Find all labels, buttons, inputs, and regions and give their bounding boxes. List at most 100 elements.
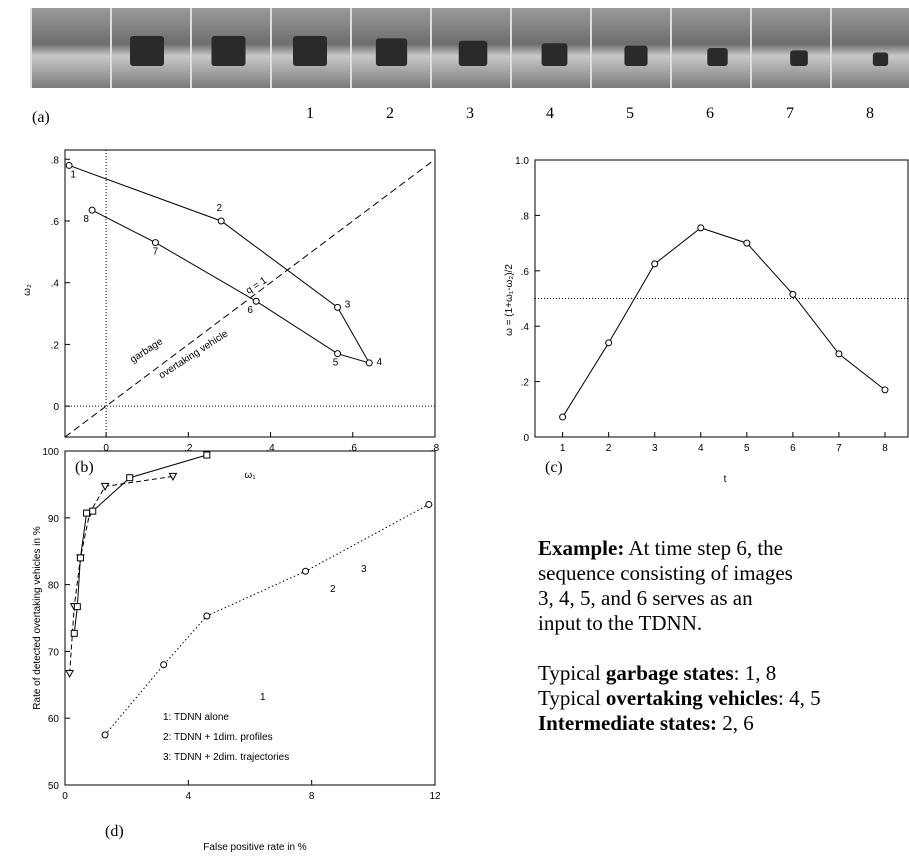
y-axis-title: ω₂ <box>22 284 33 296</box>
marker <box>835 350 843 358</box>
text-run: : 4, 5 <box>777 686 821 710</box>
frame-edge <box>190 8 192 88</box>
text-run: 3, 4, 5, and 6 serves as an <box>538 586 753 610</box>
bold-run: garbage states <box>605 661 734 685</box>
frame-edge <box>830 8 832 88</box>
marker <box>89 507 97 515</box>
marker <box>65 161 73 169</box>
point-label: 2 <box>216 203 222 214</box>
text-line: Example: At time step 6, the <box>538 536 821 561</box>
x-tick-label: 6 <box>790 443 796 454</box>
point-label: 1 <box>70 169 76 180</box>
y-tick-label: 70 <box>48 647 60 658</box>
marker <box>425 500 433 508</box>
series-label: 3 <box>361 564 367 575</box>
series-line <box>104 504 430 736</box>
legend-entry: 3: TDNN + 2dim. trajectories <box>163 752 289 763</box>
marker <box>65 669 74 678</box>
spacer <box>538 636 821 661</box>
marker <box>73 603 81 611</box>
vehicle <box>707 48 728 66</box>
marker <box>76 554 84 562</box>
panel-label: (b) <box>75 459 94 476</box>
series-line <box>562 227 886 418</box>
video-frame <box>670 8 750 88</box>
marker <box>697 224 705 232</box>
frame-edge <box>30 8 32 88</box>
frame-number: 1 <box>306 105 314 122</box>
text-line: Intermediate states: 2, 6 <box>538 711 821 736</box>
series-line <box>69 475 173 674</box>
marker <box>365 359 373 367</box>
annotation: q = 1 <box>244 275 269 297</box>
marker <box>559 413 567 421</box>
annotation: overtaking vehicle <box>157 328 230 381</box>
plot-frame <box>64 450 436 786</box>
x-tick-label: 8 <box>882 443 888 454</box>
vehicle <box>872 52 889 66</box>
video-frame <box>830 8 909 88</box>
marker <box>334 303 342 311</box>
frame-edge <box>670 8 672 88</box>
marker <box>789 290 797 298</box>
frame-number: 2 <box>386 105 394 122</box>
y-tick-label: 1.0 <box>515 156 529 167</box>
x-tick-label: 0 <box>103 443 109 454</box>
x-tick-label: 4 <box>698 443 704 454</box>
marker <box>217 217 225 225</box>
x-tick-label: 12 <box>429 791 441 802</box>
panel-label: (c) <box>545 459 563 476</box>
frame-edge <box>510 8 512 88</box>
marker <box>651 260 659 268</box>
text-run: Typical <box>538 686 606 710</box>
text-run: sequence consisting of images <box>538 561 793 585</box>
x-tick-label: 5 <box>744 443 750 454</box>
frame-number: 6 <box>706 105 714 122</box>
point-label: 4 <box>376 357 382 368</box>
bold-run: overtaking vehicles <box>605 686 778 710</box>
point-label: 5 <box>333 358 339 369</box>
x-tick-label: 4 <box>186 791 192 802</box>
annotation: garbage <box>128 336 165 365</box>
point-label: 7 <box>153 247 159 258</box>
legend-entry: 1: TDNN alone <box>163 712 229 723</box>
marker <box>743 239 751 247</box>
marker <box>881 386 889 394</box>
text-line: input to the TDNN. <box>538 611 821 636</box>
video-frame <box>750 8 830 88</box>
x-tick-label: .2 <box>184 443 193 454</box>
frame-number: 7 <box>786 105 794 122</box>
y-tick-label: 0 <box>523 433 529 444</box>
frame-number: 4 <box>546 105 554 122</box>
text-block: Example: At time step 6, the sequence con… <box>538 536 821 736</box>
text-line: Typical garbage states: 1, 8 <box>538 661 821 686</box>
y-tick-label: .4 <box>51 279 60 290</box>
point-label: 6 <box>247 305 253 316</box>
marker <box>203 451 211 459</box>
x-tick-label: 8 <box>309 791 315 802</box>
vehicle <box>458 40 488 66</box>
y-tick-label: .4 <box>521 322 530 333</box>
point-label: 3 <box>345 299 351 310</box>
y-axis-title: ω = (1+ω₁-ω₂)/2 <box>504 264 515 336</box>
text-run: Typical <box>538 661 606 685</box>
vehicle <box>790 50 808 66</box>
marker <box>70 629 78 637</box>
text-run: 2, 6 <box>717 711 754 735</box>
panel-label: (d) <box>105 823 124 840</box>
y-tick-label: 60 <box>48 714 60 725</box>
x-tick-label: 7 <box>836 443 842 454</box>
marker <box>203 612 211 620</box>
marker <box>160 661 168 669</box>
y-tick-label: 50 <box>48 781 60 792</box>
x-axis-title: False positive rate in % <box>203 842 306 853</box>
marker <box>302 567 309 575</box>
legend-entry: 2: TDNN + 1dim. profiles <box>163 732 273 743</box>
frame-edge <box>110 8 112 88</box>
image-strip <box>30 8 909 88</box>
x-axis-title: ω₁ <box>244 470 256 481</box>
text-line: Typical overtaking vehicles: 4, 5 <box>538 686 821 711</box>
marker <box>151 239 159 247</box>
frame-number: 5 <box>626 105 634 122</box>
